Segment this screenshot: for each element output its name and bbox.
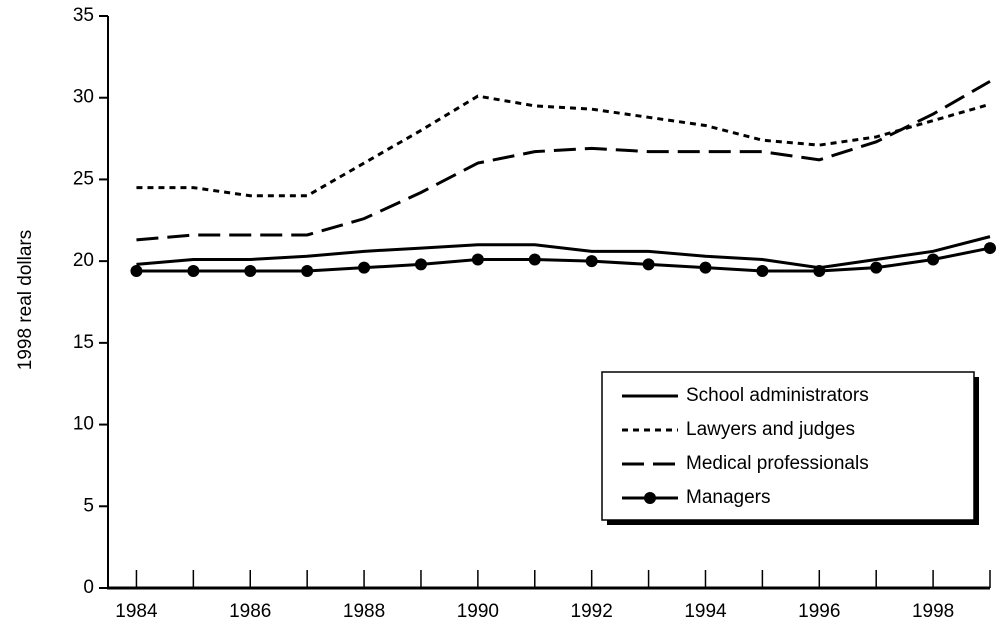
marker [301, 264, 314, 277]
series-line [136, 80, 991, 242]
y-tick-label: 15 [73, 332, 94, 353]
marker [585, 255, 598, 268]
series-line [136, 94, 991, 198]
legend-label: Lawyers and judges [686, 419, 855, 440]
y-tick-label: 10 [73, 414, 94, 435]
y-tick-label: 5 [83, 495, 94, 516]
marker [358, 261, 371, 274]
marker [642, 258, 655, 271]
marker [984, 242, 996, 255]
x-tick-label: 1986 [229, 601, 271, 622]
series-line [136, 235, 991, 270]
y-tick-label: 30 [73, 87, 94, 108]
marker [699, 261, 712, 274]
legend-marker [644, 492, 656, 504]
x-tick-label: 1992 [571, 601, 613, 622]
legend-label: Managers [686, 487, 771, 508]
marker [244, 264, 257, 277]
series-line [136, 246, 991, 273]
y-tick-label: 0 [83, 577, 94, 598]
x-tick-label: 1984 [115, 601, 158, 622]
x-tick-label: 1994 [684, 601, 727, 622]
marker [927, 253, 940, 266]
legend-label: Medical professionals [686, 453, 869, 474]
marker [813, 264, 826, 277]
y-tick-label: 20 [73, 250, 94, 271]
marker [130, 264, 143, 277]
y-tick-label: 35 [73, 5, 94, 26]
marker [528, 253, 541, 266]
y-tick-label: 25 [73, 168, 94, 189]
legend-label: School administrators [686, 385, 869, 406]
marker [471, 253, 484, 266]
x-tick-label: 1996 [798, 601, 840, 622]
x-tick-label: 1998 [912, 601, 954, 622]
x-tick-label: 1990 [457, 601, 499, 622]
x-tick-label: 1988 [343, 601, 385, 622]
marker [187, 264, 200, 277]
marker [414, 258, 427, 271]
marker [756, 264, 769, 277]
y-axis-label: 1998 real dollars [15, 230, 36, 370]
marker [870, 261, 883, 274]
